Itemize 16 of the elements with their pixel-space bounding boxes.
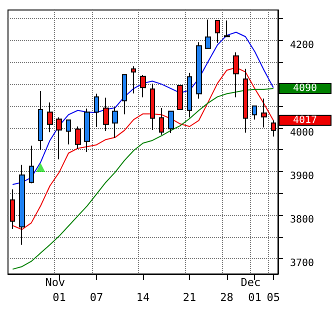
text: Nov bbox=[45, 276, 66, 289]
y-tick-label: 3900 bbox=[290, 170, 314, 182]
x-tick-label: 21 bbox=[182, 291, 196, 304]
x-tick-label: 05 bbox=[266, 291, 280, 304]
y-tick-label: 3700 bbox=[290, 258, 314, 270]
y-tick-label: 4000 bbox=[290, 127, 314, 138]
text: Dec bbox=[240, 276, 261, 289]
x-tick-label: 14 bbox=[136, 291, 150, 304]
y-tick-label: 4200 bbox=[290, 40, 314, 52]
x-tick-label: 07 bbox=[90, 291, 104, 304]
annotation: 4017 bbox=[292, 114, 318, 126]
annotation: 4090 bbox=[292, 83, 318, 94]
x-tick-label: 28 bbox=[220, 291, 234, 304]
x-tick-label: 01 bbox=[52, 291, 66, 304]
y-tick-label: 3800 bbox=[290, 214, 314, 226]
x-tick-label: 01 bbox=[248, 291, 262, 304]
